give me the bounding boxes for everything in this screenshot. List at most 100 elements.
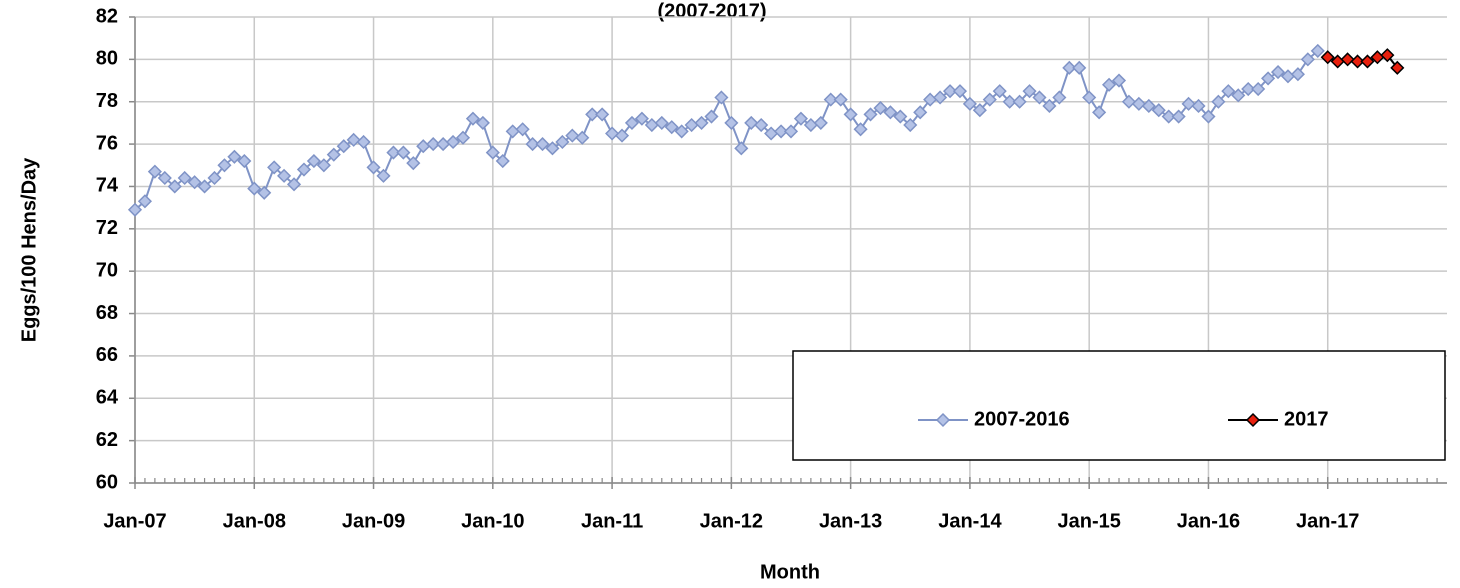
data-point [1121,94,1137,109]
data-point [793,111,808,126]
data-point [933,90,948,105]
data-point [803,117,818,133]
data-point [1131,96,1146,111]
data-point [336,139,351,154]
data-point [1360,54,1375,69]
data-point [783,124,799,139]
data-point [1032,90,1047,105]
data-point [505,124,520,139]
y-tick-label: 82 [96,5,118,27]
data-point [1270,65,1286,80]
data-point [237,153,252,169]
x-tick-label: Jan-14 [938,510,1002,532]
data-point [455,130,471,145]
data-point [296,162,312,177]
data-point [1101,77,1117,92]
data-point [356,134,371,150]
data-point [734,141,749,156]
data-point [992,84,1007,99]
data-point [436,137,451,152]
data-point [157,170,172,186]
data-point [1181,96,1196,111]
data-point [1151,103,1166,118]
data-point [207,170,222,186]
data-point [1340,52,1355,67]
data-point [247,181,262,196]
data-point [853,122,868,137]
data-point [1141,98,1156,114]
data-point [1241,81,1256,97]
data-point [446,134,461,150]
data-point [227,149,242,164]
data-point [605,126,620,141]
legend-label: 2007-2016 [974,408,1070,430]
data-point [674,124,689,139]
data-point [843,107,858,122]
legend-label: 2017 [1284,408,1329,430]
data-point [1261,71,1276,86]
data-point [187,175,202,190]
y-tick-label: 78 [96,90,118,112]
data-point [167,179,182,194]
data-point [962,96,977,111]
data-point [495,153,510,169]
data-point [1002,94,1017,109]
data-point [1211,94,1226,109]
data-point [376,168,391,183]
y-tick-label: 62 [96,429,118,451]
data-point [575,130,590,145]
data-point [267,160,282,175]
data-point [1082,90,1097,105]
data-point [426,137,441,152]
data-point [614,128,630,143]
y-tick-label: 66 [96,344,118,366]
data-point [1092,105,1107,120]
data-point [1290,67,1305,82]
data-point [1390,60,1405,75]
data-point [893,109,908,124]
data-point [1072,60,1087,75]
data-point [585,107,600,122]
data-point [833,92,848,107]
data-point [863,107,878,122]
data-point [197,179,212,194]
data-point [952,84,968,99]
data-point [714,90,729,105]
x-tick-label: Jan-07 [103,510,166,532]
data-point [1161,109,1176,124]
data-point [873,101,888,116]
x-tick-label: Jan-08 [223,510,286,532]
data-point [465,111,480,126]
data-point [515,122,530,137]
y-tick-label: 64 [96,387,119,409]
data-point [595,107,610,122]
data-point [624,115,640,130]
y-tick-label: 60 [96,471,118,493]
data-point [754,117,769,133]
y-tick-label: 80 [96,48,118,70]
data-point [774,124,789,139]
x-axis-label: Month [760,561,820,583]
y-tick-label: 72 [96,217,118,239]
data-point [684,117,699,133]
x-tick-label: Jan-12 [700,510,763,532]
data-point [475,115,490,130]
data-point [903,117,918,133]
data-point [942,84,958,99]
x-tick-label: Jan-09 [342,510,405,532]
data-point [744,115,759,130]
data-point [913,105,928,120]
legend-marker [935,412,951,428]
legend-box [792,350,1446,461]
data-point [654,115,669,130]
data-point [1171,109,1186,124]
data-point [1310,43,1325,58]
x-tick-label: Jan-16 [1177,510,1240,532]
x-tick-label: Jan-10 [461,510,524,532]
data-point [823,92,838,107]
y-axis-label: Eggs/100 Hens/Day [18,157,40,342]
data-point [1231,88,1246,103]
data-point [1320,50,1335,65]
y-tick-label: 76 [96,132,118,154]
data-point [177,170,192,186]
